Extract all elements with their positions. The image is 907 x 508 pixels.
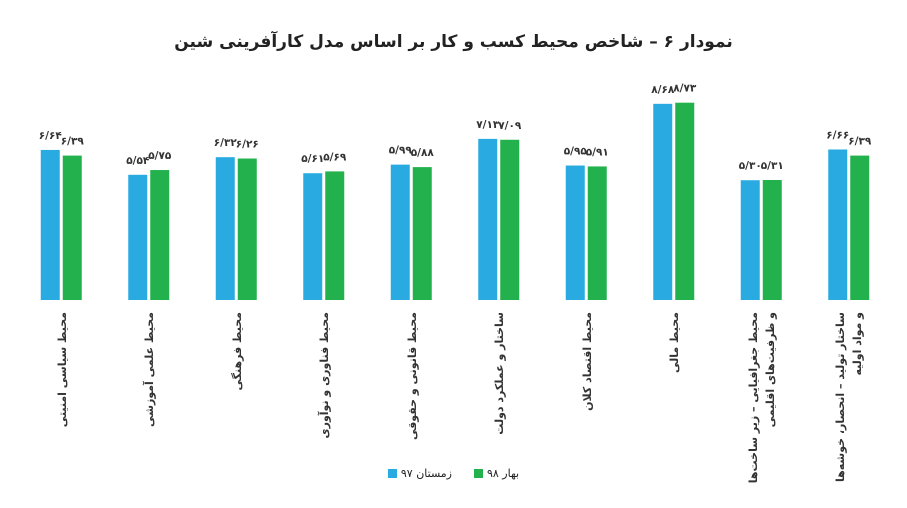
bar [587,166,607,300]
value-label: ۶/۳۹ [61,136,85,148]
bar [675,102,695,301]
bar [850,155,870,300]
x-tick-label: محیط سیاسی امنیتی [55,312,69,428]
value-label: ۵/۷۵ [148,150,172,162]
legend-item: بهار ۹۸ [473,467,520,480]
chart-title: نمودار ۶ – شاخص محیط کسب و کار بر اساس م… [174,32,733,52]
x-tick-label-box: محیط جغرافیایی – زیر ساخت‌ها و ظرفیت‌های… [742,312,782,492]
bar [828,149,848,300]
bar [412,167,432,300]
legend-swatch [387,469,397,478]
x-tick-label: محیط جغرافیایی – زیر ساخت‌ها و ظرفیت‌های… [746,312,777,484]
bar [325,171,345,300]
bar [62,155,82,300]
x-tick-label: ساختار و عملکرد دولت [492,312,506,435]
x-tick-label-box: ساختار تولید – انحصار، خوشه‌ها و مواد او… [829,312,869,492]
bar [740,180,760,300]
value-label: ۷/۰۹ [498,120,522,132]
bar [762,179,782,300]
value-label: ۵/۹۱ [586,146,609,158]
value-label: ۵/۶۱ [301,153,324,165]
x-tick-label-box: ساختار و عملکرد دولت [479,312,519,492]
bar [390,164,410,300]
value-label: ۸/۶۸ [651,84,675,96]
value-label: ۶/۳۹ [848,136,872,148]
bar [150,170,170,300]
value-label: ۶/۶۴ [39,130,63,142]
legend-item: زمستان ۹۷ [387,467,452,480]
value-label: ۸/۷۳ [673,83,697,95]
bar [215,157,235,300]
value-label: ۵/۹۵ [564,146,588,158]
value-label: ۶/۲۶ [236,139,259,151]
value-label: ۶/۳۲ [214,137,238,149]
x-tick-label-box: محیط مالی [654,312,694,492]
x-tick-label-box: محیط فرهنگی [217,312,257,492]
x-tick-label-box: محیط فناوری و نوآوری [304,312,344,492]
value-label: ۵/۳۱ [761,160,784,172]
value-label: ۵/۸۸ [411,147,435,159]
value-label: ۷/۱۳ [476,119,500,131]
x-tick-label: محیط مالی [667,312,681,374]
x-tick-label-box: محیط اقتصاد کلان [567,312,607,492]
bar [128,174,148,300]
bar [500,139,520,300]
x-tick-label: محیط فرهنگی [230,312,244,391]
x-tick-label: محیط قانونی و حقوقی [405,312,419,441]
value-label: ۶/۶۶ [826,129,849,141]
x-tick-label-box: محیط علمی آموزشی [129,312,169,492]
legend: زمستان ۹۷ بهار ۹۸ [0,467,907,480]
legend-swatch [473,469,483,478]
value-label: ۵/۵۴ [126,155,150,167]
legend-label: بهار ۹۸ [486,467,520,480]
legend-label: زمستان ۹۷ [400,467,452,480]
x-tick-label: ساختار تولید – انحصار، خوشه‌ها و مواد او… [834,312,865,483]
x-tick-label: محیط اقتصاد کلان [580,312,594,411]
bar [40,149,60,300]
bar [478,138,498,300]
x-tick-label-box: محیط سیاسی امنیتی [42,312,82,492]
bar [653,103,673,300]
x-tick-label: محیط علمی آموزشی [142,312,156,427]
bar [303,173,323,300]
value-label: ۵/۹۹ [389,145,413,157]
value-label: ۵/۳۰ [739,160,762,172]
bar [237,158,257,300]
value-label: ۵/۶۹ [323,151,347,163]
bar [565,165,585,300]
x-tick-label: محیط فناوری و نوآوری [317,312,331,439]
x-tick-label-box: محیط قانونی و حقوقی [392,312,432,492]
